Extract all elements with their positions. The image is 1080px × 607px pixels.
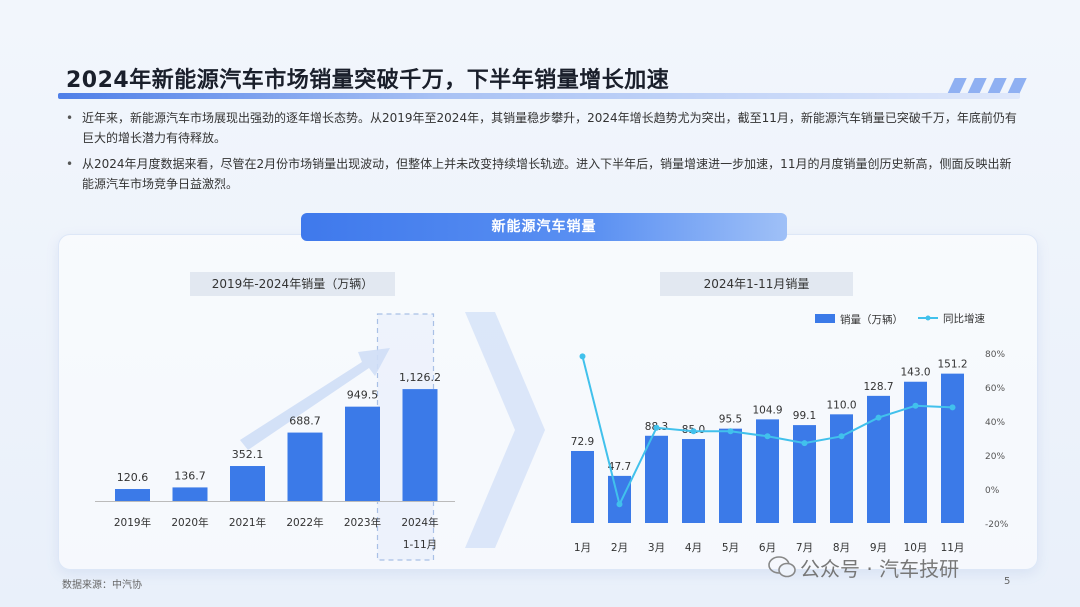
data-label: 47.7 — [608, 461, 631, 473]
data-label: 110.0 — [826, 399, 856, 411]
x-tick-label: 8月 — [833, 542, 850, 554]
decor-stripes — [945, 78, 1027, 94]
data-label: 120.6 — [117, 471, 149, 484]
bullet-item: 近年来，新能源汽车市场展现出强劲的逐年增长态势。从2019年至2024年，其销量… — [62, 108, 1022, 148]
bar — [608, 475, 631, 523]
yoy-point — [579, 353, 586, 360]
x-tick-label: 9月 — [870, 542, 887, 554]
bar — [682, 439, 705, 523]
legend-bar-label: 销量（万辆） — [840, 313, 903, 326]
legend-line-marker — [925, 315, 931, 321]
bar — [793, 425, 816, 523]
bullet-item: 从2024年月度数据来看，尽管在2月份市场销量出现波动，但整体上并未改变持续增长… — [62, 154, 1022, 194]
x-tick-label: 2月 — [611, 542, 628, 554]
data-label: 128.7 — [863, 381, 893, 393]
annual-sales-chart: 120.6 2019年 136.7 2020年 352.1 2021年 688.7 2022年… — [95, 313, 455, 561]
x-tick-label: 2021年 — [229, 516, 266, 529]
x-tick-label: 3月 — [648, 542, 665, 554]
page-number: 5 — [1004, 576, 1011, 587]
bar — [645, 435, 668, 523]
yoy-point — [838, 433, 845, 440]
data-label: 151.2 — [937, 359, 967, 371]
bar — [719, 428, 742, 523]
bar — [941, 373, 964, 523]
x-tick-label: 1月 — [574, 542, 591, 554]
bar — [571, 450, 594, 523]
y-right-tick-label: 60% — [985, 384, 1005, 394]
y-right-tick-label: 80% — [985, 350, 1005, 360]
wechat-icon — [768, 556, 796, 578]
x-tick-label: 11月 — [941, 542, 965, 554]
x-tick-label: 2024年 — [401, 516, 438, 529]
chart1-title: 2019年-2024年销量（万辆） — [190, 272, 395, 296]
yoy-point — [690, 428, 697, 435]
page-title: 2024年新能源汽车市场销量突破千万，下半年销量增长加速 — [66, 68, 670, 93]
data-label: 949.5 — [347, 389, 379, 402]
x-tick-label: 4月 — [685, 542, 702, 554]
bar — [756, 419, 779, 523]
data-label: 143.0 — [900, 367, 930, 379]
y-right-tick-label: 20% — [985, 452, 1005, 462]
x-tick-label: 10月 — [904, 542, 928, 554]
growth-arrow — [240, 348, 390, 450]
watermark-text: 公众号 · 汽车技研 — [800, 557, 960, 581]
data-label: 352.1 — [232, 448, 264, 461]
yoy-point — [801, 440, 808, 447]
yoy-point — [949, 404, 956, 411]
data-label: 688.7 — [289, 415, 321, 428]
bar — [287, 432, 323, 501]
x-tick-label: 2019年 — [114, 516, 151, 529]
yoy-point — [764, 433, 771, 440]
y-right-tick-label: 40% — [985, 418, 1005, 428]
yoy-point — [727, 428, 734, 435]
legend-line-label: 同比增速 — [943, 312, 985, 325]
bar — [230, 466, 265, 501]
data-source: 数据来源：中汽协 — [62, 580, 142, 591]
y-right-tick-label: -20% — [985, 520, 1009, 530]
yoy-point — [653, 424, 660, 431]
bar — [115, 489, 150, 501]
yoy-point — [912, 402, 919, 409]
x-tick-label: 5月 — [722, 542, 739, 554]
bar — [904, 381, 927, 523]
transition-arrow — [465, 312, 545, 548]
data-label: 95.5 — [719, 414, 742, 426]
x-tick-label: 2020年 — [171, 516, 208, 529]
yoy-point — [875, 414, 882, 421]
x-tick-label: 6月 — [759, 542, 776, 554]
x-tick-label: 2023年 — [344, 516, 381, 529]
chart2-title: 2024年1-11月销量 — [660, 272, 853, 296]
x-tick-label: 1-11月 — [403, 539, 437, 551]
data-label: 72.9 — [571, 436, 594, 448]
yoy-point — [616, 501, 623, 508]
data-label: 1,126.2 — [399, 371, 441, 384]
bar — [830, 414, 853, 523]
y-right-tick-label: 0% — [985, 486, 1000, 496]
panel-title: 新能源汽车销量 — [301, 213, 787, 241]
bar — [402, 389, 438, 501]
monthly-sales-chart: 销量（万辆） 同比增速 80% 60% 40% 20% 0% -20% 72.9 1月 47.7 2月… — [571, 312, 1009, 554]
title-underline — [58, 93, 1020, 99]
bar — [867, 395, 890, 523]
bar — [172, 487, 208, 501]
bullet-list: 近年来，新能源汽车市场展现出强劲的逐年增长态势。从2019年至2024年，其销量… — [62, 108, 1022, 200]
bar — [345, 406, 380, 501]
x-tick-label: 7月 — [796, 542, 813, 554]
legend-bar-swatch — [815, 314, 835, 323]
data-label: 136.7 — [174, 469, 206, 482]
data-label: 99.1 — [793, 410, 816, 422]
data-label: 104.9 — [752, 404, 782, 416]
x-tick-label: 2022年 — [286, 516, 323, 529]
